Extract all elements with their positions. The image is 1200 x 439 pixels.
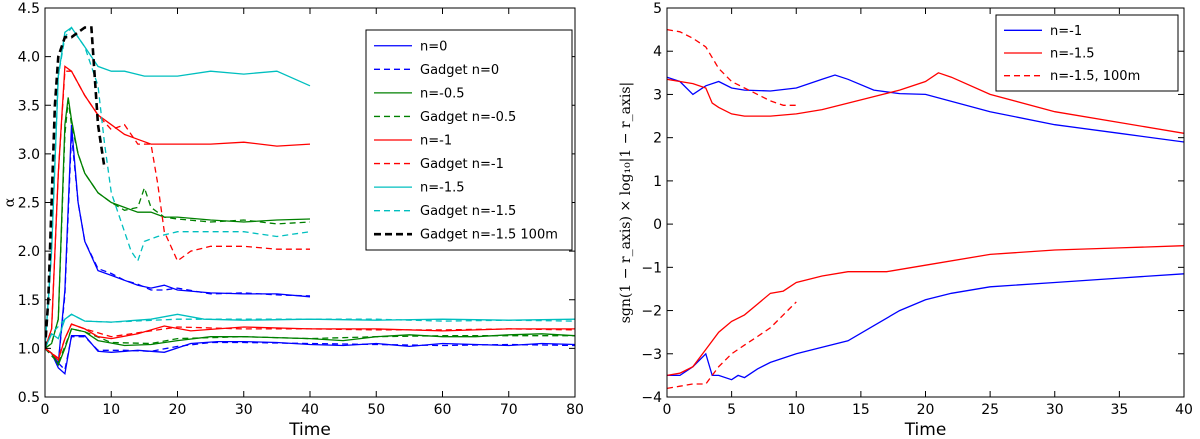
legend-label: n=-0.5 [420, 86, 465, 101]
series-line-n--1.5-100m-upper [667, 28, 797, 106]
series-group [667, 28, 1184, 390]
x-tick-label: 80 [566, 402, 584, 418]
x-tick-label: 5 [727, 402, 736, 418]
y-tick-label: 4.5 [18, 1, 40, 17]
y-tick-label: −4 [641, 390, 662, 406]
x-tick-label: 30 [235, 402, 253, 418]
y-tick-label: 1.5 [18, 293, 40, 309]
legend-label: Gadget n=-0.5 [420, 110, 516, 125]
series-line-n--1.5-100m-lower [667, 301, 797, 390]
x-tick-label: 40 [301, 402, 319, 418]
series-line-gadget-n--1-upper [45, 70, 310, 349]
y-tick-label: −3 [641, 347, 662, 363]
series-line-n--1.5-upper [45, 26, 311, 349]
x-tick-label: 40 [1175, 402, 1193, 418]
x-tick-label: 70 [500, 402, 518, 418]
x-tick-label: 20 [917, 402, 935, 418]
series-line-gadget-n--1-lower [45, 323, 575, 360]
panel-alpha-vs-time: 0 10 20 30 40 50 60 70 80 0.5 1.0 1.5 2.0 2.5 3.0 3.5 4.… [2, 1, 584, 439]
series-line-n--1-upper [45, 65, 311, 349]
panel-axis-ratio-vs-time: 0 5 10 15 20 25 30 35 40 −4 −3 −2 −1 0 1 2 3 4 5 Time sgn(1 … [618, 1, 1193, 439]
series-line-n--0.5-upper [45, 97, 311, 349]
legend-label: Gadget n=-1.5 100m [420, 228, 558, 243]
x-tick-label: 35 [1110, 402, 1128, 418]
y-tick-label: 1.0 [18, 341, 40, 357]
x-axis-title: Time [288, 420, 331, 439]
x-tick-label: 0 [663, 402, 672, 418]
series-line-gadget-n--0.5-lower [45, 328, 575, 365]
y-tick-label: 3 [653, 87, 662, 103]
y-axis-title: sgn(1 − r_axis) × log₁₀|1 − r_axis| [618, 82, 634, 324]
y-tick-label: 2.0 [18, 244, 40, 260]
x-tick-label: 25 [981, 402, 999, 418]
legend-label: n=-1 [1050, 24, 1082, 39]
legend-label: n=-1.5, 100m [1050, 69, 1140, 84]
series-line-gadget-n--0.5-upper [45, 100, 311, 349]
series-line-n-0-lower [45, 335, 575, 375]
series-line-gadget-n--1.5-100m-upper [45, 26, 106, 349]
legend-label: n=-1 [420, 134, 452, 149]
series-line-n--1-lower [667, 273, 1184, 381]
y-axis-title: α [2, 197, 18, 207]
series-line-n--0.5-lower [45, 328, 575, 367]
y-tick-label: 1 [653, 174, 662, 190]
series-line-gadget-n-0-upper [45, 134, 311, 365]
series-line-n--1-upper [667, 74, 1184, 143]
series-line-n--1.5-upper [667, 72, 1184, 134]
legend-label: Gadget n=-1 [420, 157, 504, 172]
legend-label: n=0 [420, 39, 447, 54]
legend: n=-1 n=-1.5 n=-1.5, 100m [995, 14, 1179, 92]
x-tick-label: 60 [434, 402, 452, 418]
y-tick-label: −2 [641, 304, 662, 320]
legend-label: Gadget n=0 [420, 63, 499, 78]
x-axis-title: Time [904, 420, 947, 439]
y-tick-label: −1 [641, 260, 662, 276]
x-tick-label: 10 [102, 402, 120, 418]
y-tick-label: 2 [653, 131, 662, 147]
legend-label: n=-1.5 [1050, 47, 1095, 62]
x-tick-label: 10 [787, 402, 805, 418]
y-tick-label: 3.0 [18, 147, 40, 163]
series-line-gadget-n--1.5-upper [45, 26, 311, 349]
y-tick-label: 0.5 [18, 390, 40, 406]
legend: n=0 Gadget n=0 n=-0.5 Gadget n=-0.5 n=-1 Gadg… [365, 29, 573, 251]
series-line-gadget-n-0-lower [45, 336, 575, 372]
x-tick-label: 0 [41, 402, 50, 418]
y-tick-label: 0 [653, 217, 662, 233]
y-tick-label: 4.0 [18, 50, 40, 66]
x-tick-label: 50 [367, 402, 385, 418]
x-tick-label: 30 [1046, 402, 1064, 418]
y-tick-label: 2.5 [18, 196, 40, 212]
y-tick-label: 4 [653, 44, 662, 60]
legend-label: Gadget n=-1.5 [420, 204, 516, 219]
x-tick-label: 20 [169, 402, 187, 418]
series-line-n--1.5-lower [667, 245, 1184, 377]
y-tick-label: 3.5 [18, 98, 40, 114]
legend-label: n=-1.5 [420, 181, 465, 196]
x-tick-label: 15 [852, 402, 870, 418]
y-tick-label: 5 [653, 1, 662, 17]
series-line-gadget-n--1.5-lower [45, 313, 575, 349]
series-group [45, 26, 575, 375]
